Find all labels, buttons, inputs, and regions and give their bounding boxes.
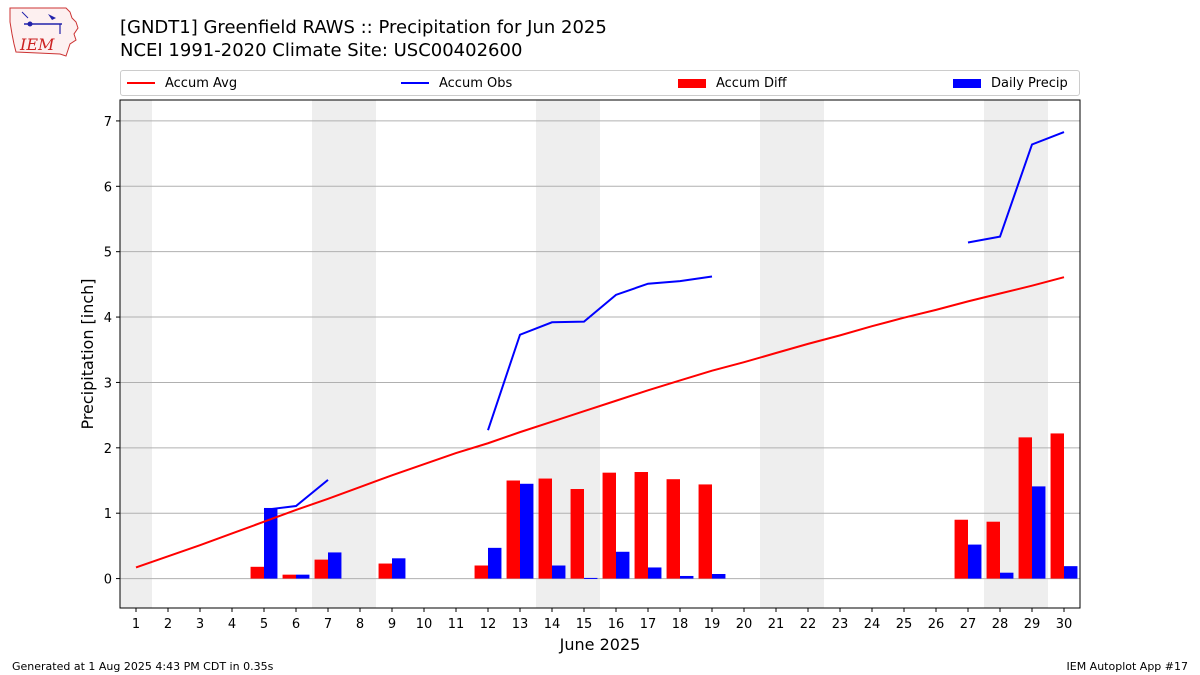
y-tick-label-5: 5 (104, 246, 112, 261)
iem-logo: IEM (9, 7, 79, 57)
y-tick-label-1: 1 (104, 507, 112, 522)
x-tick-label-18: 18 (672, 617, 689, 632)
y-tick-label-6: 6 (104, 180, 112, 195)
x-tick-label-17: 17 (640, 617, 657, 632)
accum-diff-bar-day-18 (666, 479, 680, 579)
daily-precip-bar-day-28 (1000, 572, 1014, 579)
legend-item-daily-precip: Daily Precip (953, 71, 1068, 95)
x-tick-label-1: 1 (132, 617, 140, 632)
daily-precip-bar-day-15 (584, 577, 598, 579)
x-tick-label-22: 22 (800, 617, 817, 632)
x-tick-label-4: 4 (228, 617, 236, 632)
x-tick-label-5: 5 (260, 617, 268, 632)
daily-precip-bar-day-7 (328, 552, 342, 579)
legend-swatch-daily-precip (953, 78, 981, 88)
accum-avg-line-segment-1 (135, 276, 1065, 569)
accum-diff-bar-day-7 (314, 559, 328, 579)
daily-precip-bar-day-29 (1032, 486, 1046, 579)
legend-label-daily-precip: Daily Precip (991, 75, 1068, 91)
accum-diff-bar-day-30 (1050, 433, 1064, 579)
x-tick-label-26: 26 (928, 617, 945, 632)
daily-precip-bar-day-5 (264, 507, 278, 579)
accum-diff-bar-day-5 (250, 566, 264, 579)
daily-precip-bar-day-17 (648, 567, 662, 579)
x-tick-label-24: 24 (864, 617, 881, 632)
legend-item-accum-obs: Accum Obs (401, 71, 512, 95)
accum-diff-bar-day-12 (474, 565, 488, 579)
accum-obs-line-segment-2 (487, 275, 713, 431)
x-tick-label-30: 30 (1056, 617, 1073, 632)
daily-precip-bar-day-13 (520, 483, 534, 579)
y-tick-label-0: 0 (104, 573, 112, 588)
x-tick-label-2: 2 (164, 617, 172, 632)
accum-diff-bar-day-19 (698, 484, 712, 579)
y-tick-label-2: 2 (104, 442, 112, 457)
x-tick-label-20: 20 (736, 617, 753, 632)
x-tick-label-15: 15 (576, 617, 593, 632)
footer-generated: Generated at 1 Aug 2025 4:43 PM CDT in 0… (12, 660, 274, 673)
accum-diff-bar-day-17 (634, 472, 648, 579)
x-tick-label-27: 27 (960, 617, 977, 632)
weekend-shade-2 (312, 100, 376, 608)
x-axis-label: June 2025 (559, 635, 641, 654)
accum-diff-bar-day-27 (954, 519, 968, 579)
x-tick-label-9: 9 (388, 617, 396, 632)
legend-swatch-accum-avg (127, 82, 155, 84)
y-tick-label-4: 4 (104, 311, 112, 326)
daily-precip-bar-day-27 (968, 544, 982, 579)
x-tick-label-13: 13 (512, 617, 529, 632)
x-tick-label-21: 21 (768, 617, 785, 632)
accum-obs-line-segment-1 (263, 479, 329, 511)
x-tick-label-16: 16 (608, 617, 625, 632)
legend: Accum Avg Accum Obs Accum Diff Daily Pre… (120, 70, 1080, 96)
plot-frame (119, 99, 1081, 609)
x-tick-label-6: 6 (292, 617, 300, 632)
legend-label-accum-avg: Accum Avg (165, 75, 238, 91)
accum-diff-bar-day-14 (538, 478, 552, 579)
accum-diff-bar-day-13 (506, 480, 520, 579)
y-tick-label-3: 3 (104, 376, 112, 391)
x-tick-label-28: 28 (992, 617, 1009, 632)
y-axis-label: Precipitation [inch] (78, 278, 97, 429)
x-tick-label-25: 25 (896, 617, 913, 632)
daily-precip-bar-day-30 (1064, 566, 1078, 579)
chart-title: [GNDT1] Greenfield RAWS :: Precipitation… (120, 17, 607, 38)
legend-label-accum-diff: Accum Diff (716, 75, 787, 91)
accum-diff-bar-day-6 (282, 574, 296, 579)
accum-diff-bar-day-29 (1018, 437, 1032, 579)
x-tick-label-8: 8 (356, 617, 364, 632)
x-tick-label-3: 3 (196, 617, 204, 632)
legend-swatch-accum-obs (401, 82, 429, 84)
x-tick-label-7: 7 (324, 617, 332, 632)
legend-item-accum-avg: Accum Avg (127, 71, 237, 95)
x-tick-label-23: 23 (832, 617, 849, 632)
x-tick-label-10: 10 (416, 617, 433, 632)
accum-obs-line-segment-3 (967, 131, 1065, 244)
logo-text: IEM (19, 35, 55, 54)
daily-precip-bar-day-12 (488, 547, 502, 579)
x-tick-label-29: 29 (1024, 617, 1041, 632)
daily-precip-bar-day-19 (712, 574, 726, 579)
legend-label-accum-obs: Accum Obs (439, 75, 513, 91)
y-tick-label-7: 7 (104, 115, 112, 130)
daily-precip-bar-day-14 (552, 565, 566, 579)
accum-diff-bar-day-28 (986, 521, 1000, 579)
x-tick-label-19: 19 (704, 617, 721, 632)
footer-app: IEM Autoplot App #17 (1066, 660, 1189, 673)
daily-precip-bar-day-18 (680, 575, 694, 579)
legend-swatch-accum-diff (678, 78, 706, 88)
chart-subtitle: NCEI 1991-2020 Climate Site: USC00402600 (120, 40, 523, 61)
legend-item-accum-diff: Accum Diff (678, 71, 787, 95)
x-tick-label-12: 12 (480, 617, 497, 632)
daily-precip-bar-day-9 (392, 558, 406, 579)
daily-precip-bar-day-16 (616, 551, 630, 579)
x-tick-label-11: 11 (448, 617, 465, 632)
daily-precip-bar-day-6 (296, 574, 310, 579)
x-tick-label-14: 14 (544, 617, 561, 632)
accum-diff-bar-day-9 (378, 563, 392, 579)
weekend-shade-1 (120, 100, 152, 608)
accum-diff-bar-day-16 (602, 472, 616, 579)
accum-diff-bar-day-15 (570, 489, 584, 579)
